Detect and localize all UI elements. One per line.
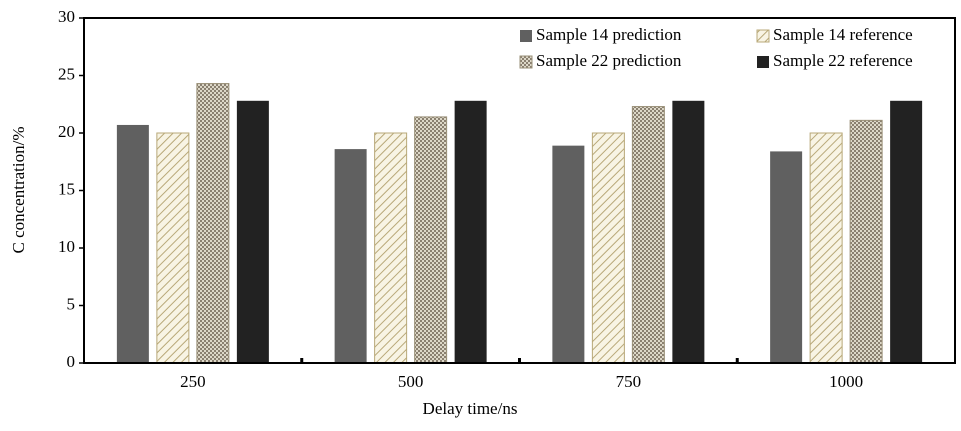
y-tick-label: 20 [58, 122, 75, 141]
legend-swatch [520, 30, 532, 42]
x-axis-label: Delay time/ns [423, 399, 518, 418]
bar [849, 119, 883, 364]
y-tick-label: 10 [58, 237, 75, 256]
bar [414, 116, 448, 364]
bar [631, 106, 665, 364]
bar [236, 100, 269, 364]
bar [454, 100, 487, 364]
bar [809, 132, 843, 364]
bar [374, 132, 408, 364]
bar [591, 132, 625, 364]
x-tick-label: 500 [398, 372, 424, 391]
x-tick-label: 250 [180, 372, 206, 391]
bar [334, 149, 367, 363]
legend-label: Sample 14 prediction [536, 25, 682, 44]
y-tick-label: 5 [67, 294, 76, 313]
y-tick-label: 25 [58, 64, 75, 83]
bar [770, 151, 803, 363]
legend-label: Sample 22 prediction [536, 51, 682, 70]
bar [552, 145, 585, 363]
bar [890, 100, 923, 364]
legend-label: Sample 22 reference [773, 51, 913, 70]
bar [672, 100, 705, 364]
bar [156, 132, 190, 364]
x-tick-label: 750 [616, 372, 642, 391]
bar [196, 83, 230, 364]
y-tick-label: 0 [67, 352, 76, 371]
legend-label: Sample 14 reference [773, 25, 913, 44]
plot-frame [83, 17, 956, 364]
y-tick-label: 30 [58, 7, 75, 26]
y-axis-label: C concentration/% [9, 127, 28, 254]
x-tick-label: 1000 [829, 372, 863, 391]
legend-swatch [756, 29, 770, 43]
legend-swatch [519, 55, 533, 69]
bar [116, 124, 149, 363]
y-tick-label: 15 [58, 179, 75, 198]
legend-swatch [757, 56, 769, 68]
